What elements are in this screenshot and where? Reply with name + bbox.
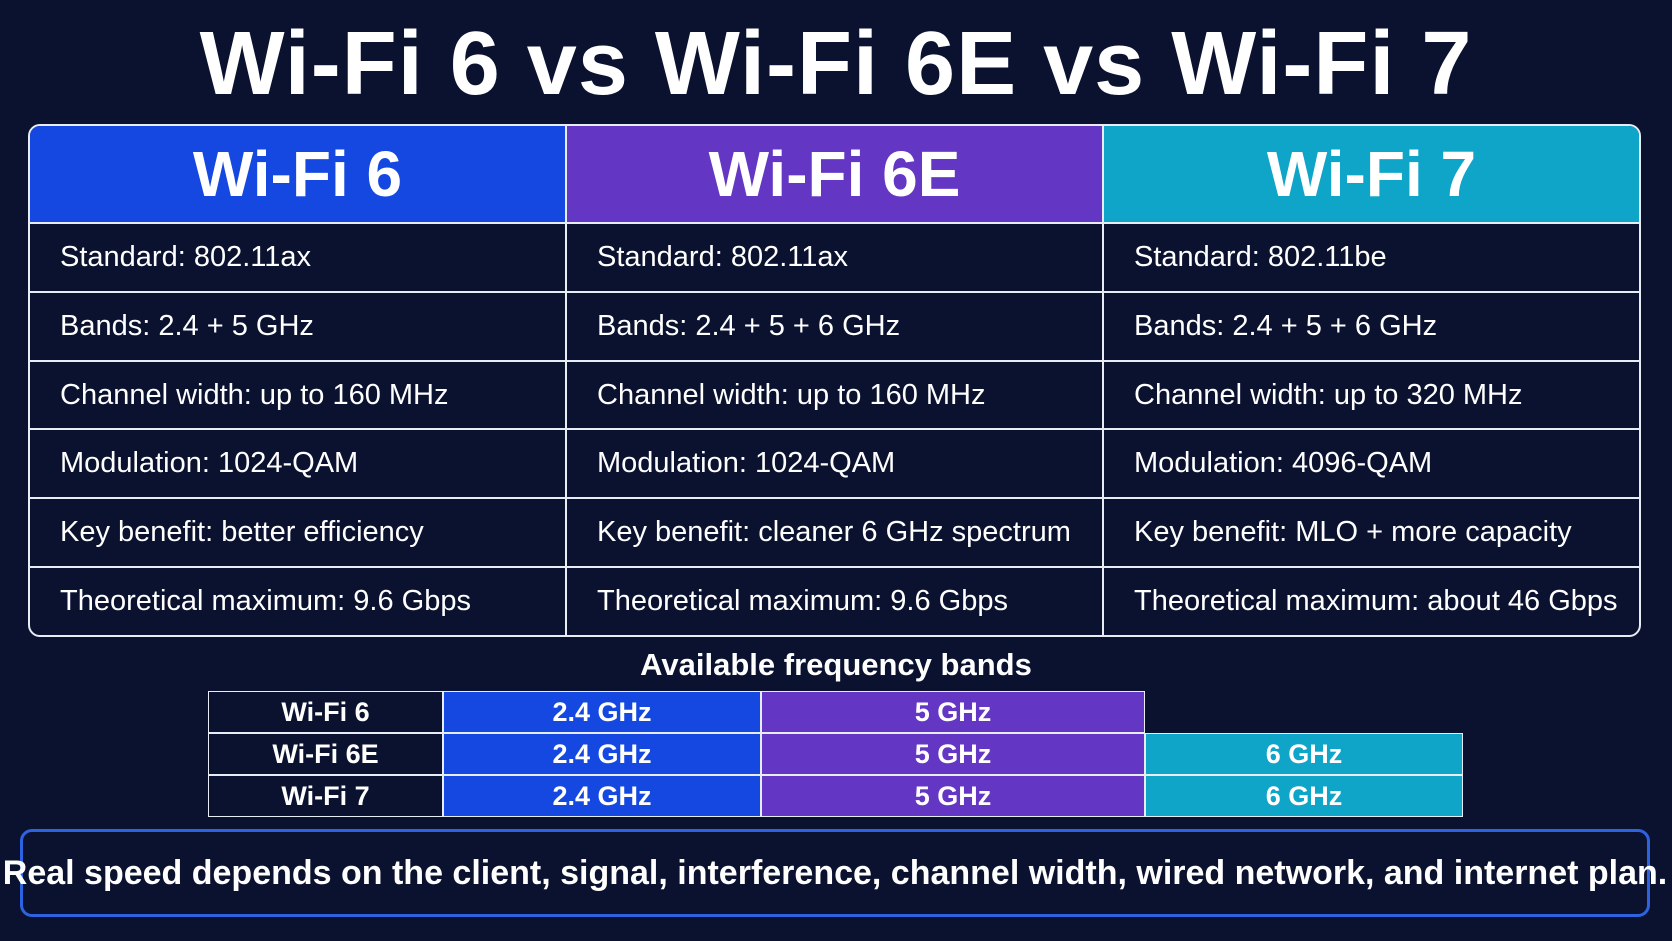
standard-cell: Standard: 802.11ax (30, 224, 565, 293)
column-header-wifi-6: Wi-Fi 6 (30, 126, 565, 224)
bands-cell: Bands: 2.4 + 5 + 6 GHz (1104, 293, 1639, 362)
channel-width-cell: Channel width: up to 160 MHz (567, 362, 1102, 431)
band-6-ghz-empty (1145, 691, 1463, 733)
band-row-label: Wi-Fi 6 (208, 691, 443, 733)
band-6-ghz: 6 GHz (1145, 775, 1463, 817)
column-wifi-6: Wi-Fi 6 Standard: 802.11ax Bands: 2.4 + … (30, 126, 567, 635)
band-row-label: Wi-Fi 6E (208, 733, 443, 775)
band-2-4-ghz: 2.4 GHz (443, 691, 761, 733)
band-2-4-ghz: 2.4 GHz (443, 775, 761, 817)
band-row-label: Wi-Fi 7 (208, 775, 443, 817)
column-wifi-7: Wi-Fi 7 Standard: 802.11be Bands: 2.4 + … (1104, 126, 1639, 635)
modulation-cell: Modulation: 1024-QAM (567, 430, 1102, 500)
band-5-ghz: 5 GHz (761, 733, 1145, 775)
band-2-4-ghz: 2.4 GHz (443, 733, 761, 775)
page-title: Wi-Fi 6 vs Wi-Fi 6E vs Wi-Fi 7 (199, 14, 1473, 114)
bands-section-title: Available frequency bands (640, 647, 1032, 682)
column-header-wifi-6e: Wi-Fi 6E (567, 126, 1102, 224)
key-benefit-cell: Key benefit: cleaner 6 GHz spectrum (567, 499, 1102, 569)
band-row-wifi-6e: Wi-Fi 6E 2.4 GHz 5 GHz 6 GHz (208, 733, 1463, 775)
modulation-cell: Modulation: 1024-QAM (30, 430, 565, 500)
standard-cell: Standard: 802.11ax (567, 224, 1102, 293)
bands-cell: Bands: 2.4 + 5 + 6 GHz (567, 293, 1102, 362)
theoretical-max-cell: Theoretical maximum: 9.6 Gbps (60, 585, 471, 618)
column-wifi-6e: Wi-Fi 6E Standard: 802.11ax Bands: 2.4 +… (567, 126, 1104, 635)
column-header-wifi-7: Wi-Fi 7 (1104, 126, 1639, 224)
band-5-ghz: 5 GHz (761, 775, 1145, 817)
modulation-cell: Modulation: 4096-QAM (1104, 430, 1639, 500)
channel-width-cell: Channel width: up to 160 MHz (30, 362, 565, 431)
channel-width-cell: Channel width: up to 320 MHz (1104, 362, 1639, 431)
key-benefit-cell: Key benefit: MLO + more capacity (1104, 499, 1639, 569)
band-6-ghz: 6 GHz (1145, 733, 1463, 775)
standard-cell: Standard: 802.11be (1104, 224, 1639, 293)
theoretical-max-cell: Theoretical maximum: 9.6 Gbps (597, 585, 1008, 618)
band-row-wifi-6: Wi-Fi 6 2.4 GHz 5 GHz (208, 691, 1463, 733)
bands-cell: Bands: 2.4 + 5 GHz (30, 293, 565, 362)
band-5-ghz: 5 GHz (761, 691, 1145, 733)
speed-disclaimer-note: Real speed depends on the client, signal… (3, 829, 1667, 917)
comparison-table: Wi-Fi 6 Standard: 802.11ax Bands: 2.4 + … (28, 124, 1641, 637)
key-benefit-cell: Key benefit: better efficiency (30, 499, 565, 569)
theoretical-max-cell: Theoretical maximum: about 46 Gbps (1134, 585, 1618, 618)
band-row-wifi-7: Wi-Fi 7 2.4 GHz 5 GHz 6 GHz (208, 775, 1463, 817)
